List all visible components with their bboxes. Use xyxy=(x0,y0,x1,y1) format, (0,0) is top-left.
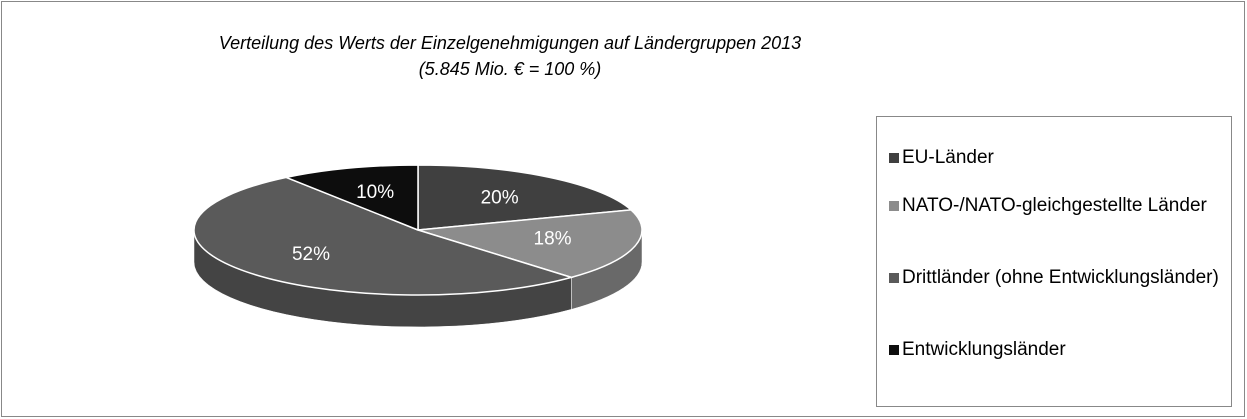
data-label: 20% xyxy=(481,187,519,208)
chart-title: Verteilung des Werts der Einzelgenehmigu… xyxy=(219,33,801,53)
legend: EU-Länder NATO-/NATO-gleichgestellte Länd… xyxy=(876,116,1232,407)
chart-subtitle: (5.845 Mio. € = 100 %) xyxy=(419,59,602,79)
data-label: 18% xyxy=(534,229,572,250)
pie: 20% 18% 52% 10% xyxy=(193,164,643,328)
slice xyxy=(193,176,575,296)
legend-label: Entwicklungsländer xyxy=(902,339,1066,360)
data-label: 52% xyxy=(292,244,330,265)
legend-swatch xyxy=(889,345,899,355)
legend-swatch xyxy=(889,201,899,211)
slice xyxy=(283,164,419,232)
legend-item: EU-Länder xyxy=(889,145,1229,171)
legend-label: NATO-/NATO-gleichgestellte Länder xyxy=(902,195,1207,216)
legend-item: NATO-/NATO-gleichgestellte Länder xyxy=(889,193,1229,219)
legend-swatch xyxy=(889,273,899,283)
legend-item: Drittländer (ohne Entwicklungsländer) xyxy=(889,265,1229,291)
legend-label: EU-Länder xyxy=(902,147,994,168)
legend-item: Entwicklungsländer xyxy=(889,337,1229,363)
legend-swatch xyxy=(889,153,899,163)
data-label: 10% xyxy=(356,182,394,203)
slice xyxy=(417,209,643,279)
legend-label: Drittländer (ohne Entwicklungsländer) xyxy=(902,267,1219,288)
slice xyxy=(417,164,633,231)
